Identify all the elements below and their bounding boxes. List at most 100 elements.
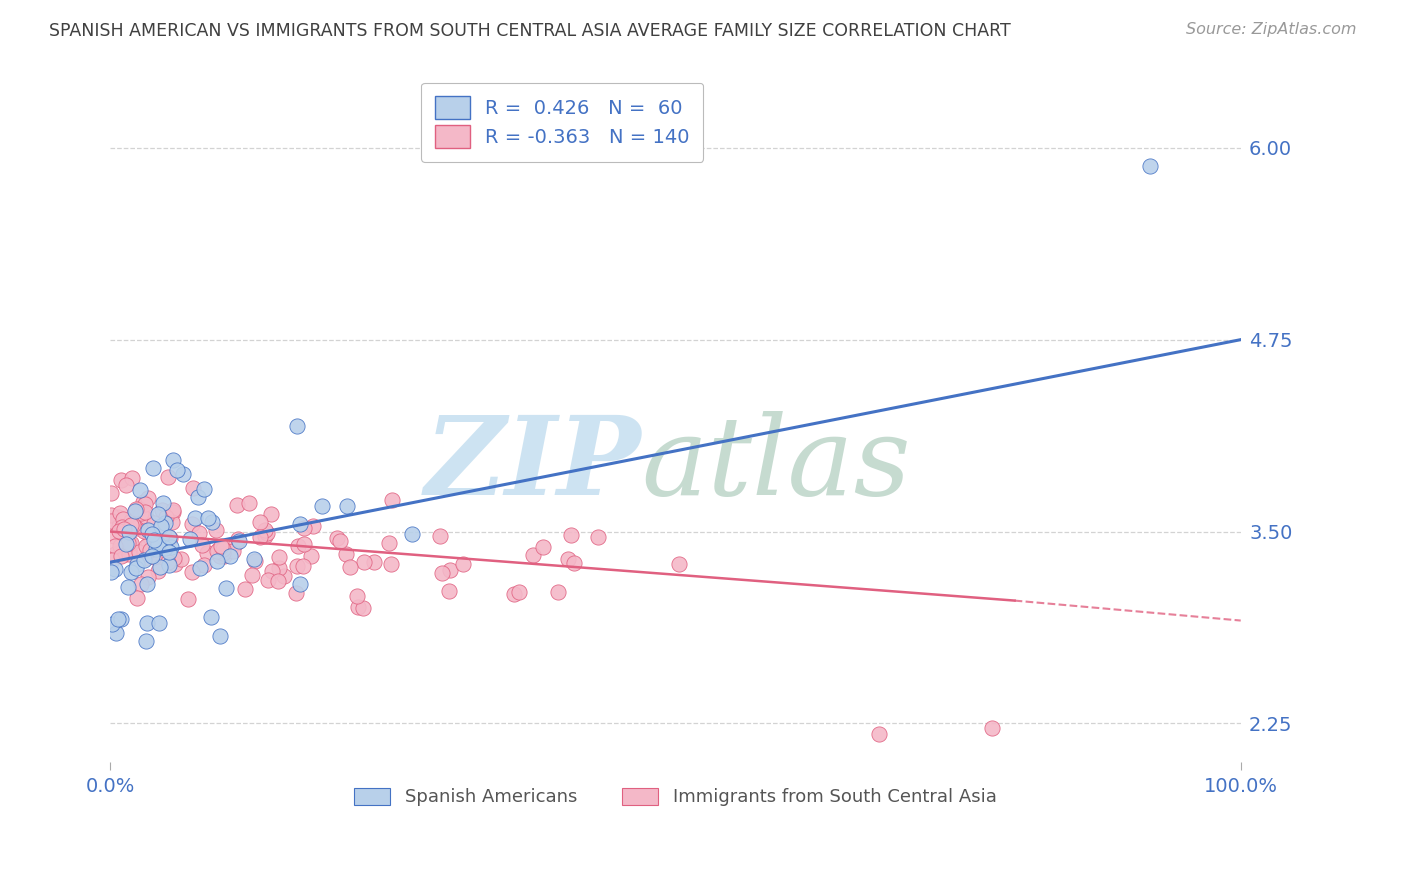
Point	[562, 556, 585, 570]
Point	[177, 591, 200, 606]
Point	[152, 495, 174, 509]
Point	[186, 490, 208, 504]
Point	[257, 573, 280, 587]
Point	[162, 502, 184, 516]
Point	[150, 519, 173, 533]
Point	[253, 529, 276, 543]
Point	[326, 531, 349, 545]
Point	[187, 526, 209, 541]
Point	[134, 498, 156, 512]
Point	[208, 629, 231, 643]
Point	[120, 514, 142, 528]
Point	[139, 524, 162, 539]
Point	[111, 512, 134, 526]
Point	[155, 509, 177, 524]
Point	[103, 529, 125, 543]
Point	[253, 523, 276, 537]
Point	[205, 554, 228, 568]
Point	[233, 582, 256, 596]
Point	[146, 537, 169, 551]
Point	[134, 524, 156, 538]
Point	[143, 537, 166, 551]
Point	[160, 515, 183, 529]
Point	[290, 577, 312, 591]
Point	[132, 494, 155, 508]
Point	[430, 566, 453, 580]
Point	[153, 541, 176, 556]
Point	[378, 536, 401, 550]
Point	[157, 558, 180, 572]
Point	[267, 549, 290, 564]
Point	[205, 523, 228, 537]
Point	[135, 615, 157, 630]
Point	[125, 558, 148, 572]
Point	[101, 617, 124, 632]
Point	[195, 545, 218, 559]
Point	[181, 481, 204, 495]
Point	[104, 547, 127, 561]
Point	[868, 727, 890, 741]
Point	[209, 539, 232, 553]
Point	[311, 499, 333, 513]
Point	[172, 467, 194, 481]
Point	[285, 585, 308, 599]
Point	[401, 526, 423, 541]
Point	[141, 527, 163, 541]
Point	[121, 471, 143, 485]
Point	[256, 525, 278, 540]
Point	[363, 555, 385, 569]
Point	[226, 499, 249, 513]
Point	[110, 520, 132, 534]
Point	[136, 538, 159, 552]
Point	[243, 554, 266, 568]
Point	[120, 535, 142, 549]
Point	[169, 551, 191, 566]
Point	[291, 559, 314, 574]
Point	[437, 584, 460, 599]
Point	[107, 509, 129, 524]
Point	[184, 511, 207, 525]
Text: Source: ZipAtlas.com: Source: ZipAtlas.com	[1187, 22, 1357, 37]
Point	[215, 581, 238, 595]
Point	[117, 581, 139, 595]
Point	[146, 564, 169, 578]
Point	[136, 523, 159, 537]
Point	[329, 533, 352, 548]
Point	[101, 553, 124, 567]
Point	[128, 501, 150, 516]
Point	[218, 549, 240, 563]
Point	[243, 552, 266, 566]
Point	[110, 539, 132, 553]
Point	[118, 548, 141, 562]
Point	[181, 516, 204, 531]
Point	[166, 463, 188, 477]
Text: SPANISH AMERICAN VS IMMIGRANTS FROM SOUTH CENTRAL ASIA AVERAGE FAMILY SIZE CORRE: SPANISH AMERICAN VS IMMIGRANTS FROM SOUT…	[49, 22, 1011, 40]
Point	[145, 541, 167, 556]
Point	[110, 473, 132, 487]
Point	[118, 546, 141, 560]
Text: atlas: atlas	[641, 411, 911, 518]
Point	[249, 530, 271, 544]
Point	[503, 587, 526, 601]
Point	[285, 559, 308, 574]
Point	[179, 532, 201, 546]
Point	[287, 418, 309, 433]
Point	[586, 530, 609, 544]
Point	[128, 545, 150, 559]
Point	[211, 541, 233, 556]
Point	[136, 491, 159, 505]
Point	[668, 557, 690, 571]
Point	[134, 553, 156, 567]
Point	[299, 549, 322, 563]
Point	[143, 549, 166, 564]
Point	[100, 566, 122, 580]
Point	[108, 518, 131, 533]
Point	[162, 505, 184, 519]
Point	[142, 461, 165, 475]
Point	[134, 505, 156, 519]
Point	[135, 517, 157, 532]
Point	[157, 530, 180, 544]
Point	[522, 548, 544, 562]
Point	[557, 552, 579, 566]
Point	[508, 585, 530, 599]
